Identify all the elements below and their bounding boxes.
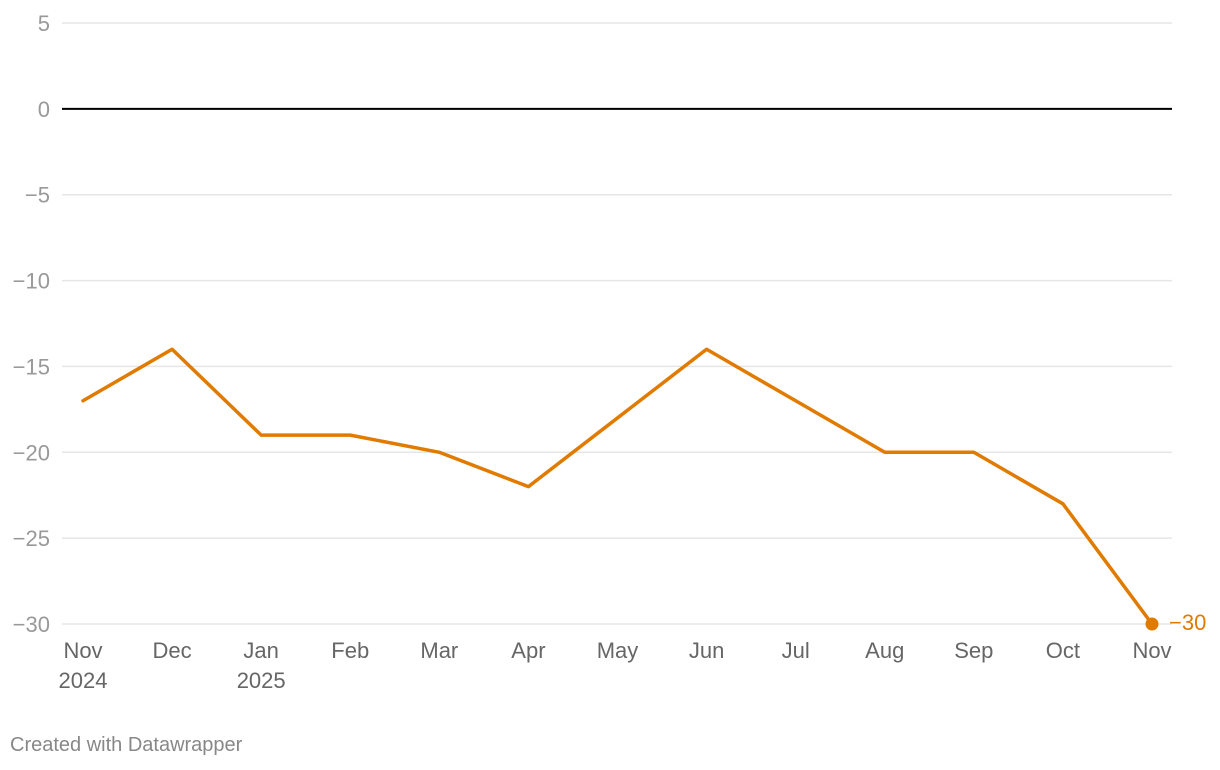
x-tick-label: Jul [782, 638, 810, 663]
x-tick-label: Mar [420, 638, 458, 663]
y-tick-label: −20 [13, 440, 50, 465]
y-tick-label: 0 [38, 97, 50, 122]
y-tick-label: −15 [13, 354, 50, 379]
x-tick-label: 2025 [237, 668, 286, 693]
x-tick-label: Jan [243, 638, 278, 663]
y-tick-label: 5 [38, 11, 50, 36]
x-tick-label: Apr [511, 638, 545, 663]
x-tick-label: Nov [1132, 638, 1171, 663]
x-tick-label: Dec [153, 638, 192, 663]
end-point-marker [1145, 617, 1159, 631]
y-tick-label: −5 [25, 183, 50, 208]
x-tick-label: May [597, 638, 639, 663]
series-line [81, 347, 1154, 626]
x-tick-label: 2024 [59, 668, 108, 693]
series: −30 [81, 347, 1206, 635]
y-axis-ticks: 5 0 −5 −10 −15 −20 −25 −30 [13, 11, 50, 637]
x-tick-label: Sep [954, 638, 993, 663]
end-value-label: −30 [1169, 610, 1206, 635]
x-tick-label: Oct [1046, 638, 1080, 663]
y-tick-label: −30 [13, 612, 50, 637]
gridlines [62, 22, 1172, 625]
x-tick-label: Nov [63, 638, 102, 663]
y-tick-label: −25 [13, 526, 50, 551]
x-tick-label: Feb [331, 638, 369, 663]
y-tick-label: −10 [13, 269, 50, 294]
x-tick-label: Jun [689, 638, 724, 663]
x-axis-ticks: Nov 2024 Dec Jan 2025 Feb Mar Apr May Jun Jul Aug Se… [59, 638, 1172, 693]
x-tick-label: Aug [865, 638, 904, 663]
credit-text: Created with Datawrapper [10, 734, 243, 756]
